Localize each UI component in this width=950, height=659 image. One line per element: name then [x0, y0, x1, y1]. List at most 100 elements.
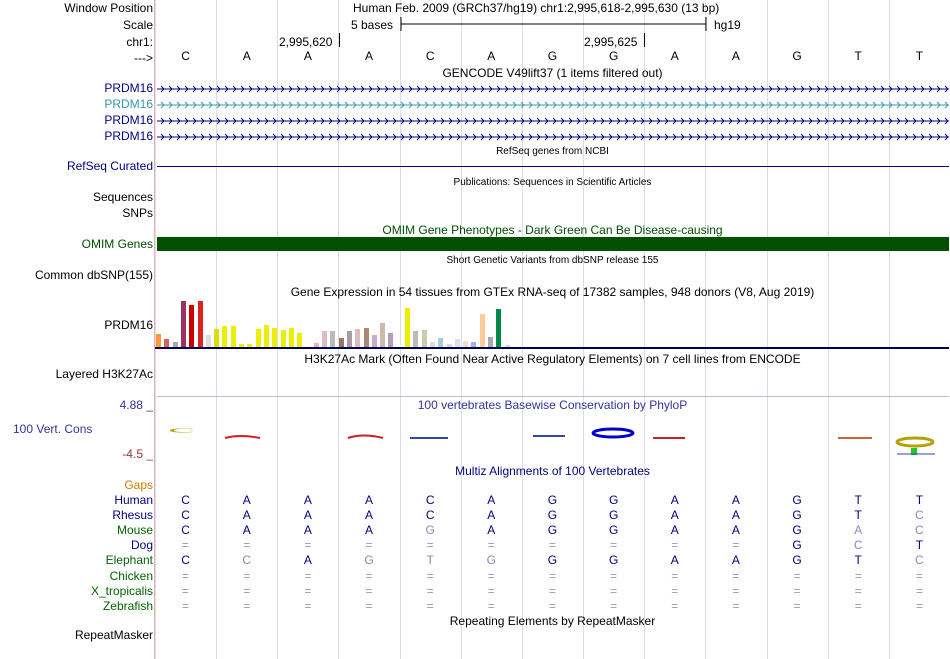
repeatmasker-track-title[interactable]: Repeating Elements by RepeatMasker: [449, 614, 656, 628]
gtex-tissue-bar[interactable]: [313, 343, 319, 347]
gtex-tissue-bar[interactable]: [371, 334, 377, 347]
conservation-logo[interactable]: C: [155, 420, 950, 460]
gtex-tissue-bar[interactable]: [421, 330, 427, 347]
gencode-transcript[interactable]: [157, 132, 949, 142]
omim-track-title[interactable]: OMIM Gene Phenotypes - Dark Green Can Be…: [382, 223, 723, 237]
gtex-tissue-bar[interactable]: [305, 332, 311, 347]
gencode-item-label[interactable]: PRDM16: [104, 129, 153, 143]
gtex-tissue-bar[interactable]: [338, 337, 344, 347]
conservation-track-title[interactable]: 100 vertebrates Basewise Conservation by…: [417, 398, 688, 412]
alignment-base: =: [365, 568, 373, 583]
species-label[interactable]: Chicken: [109, 568, 153, 583]
h3k27ac-track-title[interactable]: H3K27Ac Mark (Often Found Near Active Re…: [304, 352, 801, 366]
gtex-tissue-bar[interactable]: [263, 325, 269, 347]
alignment-base: A: [242, 493, 251, 507]
species-label[interactable]: Mouse: [116, 523, 153, 538]
gencode-item-label[interactable]: PRDM16: [104, 113, 153, 127]
gtex-tissue-bar[interactable]: [164, 338, 170, 347]
gtex-tissue-bar[interactable]: [405, 307, 410, 347]
gtex-tissue-bar[interactable]: [172, 342, 178, 347]
species-label[interactable]: Dog: [130, 538, 153, 553]
alignment-base: G: [425, 523, 435, 538]
gencode-item-label[interactable]: PRDM16: [104, 81, 153, 95]
omim-gene-bar[interactable]: [157, 237, 949, 251]
h3k27ac-track-label[interactable]: Layered H3K27Ac: [55, 367, 153, 381]
gtex-tissue-bar[interactable]: [330, 331, 336, 347]
gtex-tissue-bar[interactable]: [413, 331, 419, 347]
gtex-tissue-bar[interactable]: [247, 344, 253, 347]
multiz-track-title[interactable]: Multiz Alignments of 100 Vertebrates: [455, 464, 650, 478]
gtex-tissue-bar[interactable]: [454, 339, 460, 347]
gtex-tissue-bar[interactable]: [488, 336, 493, 347]
alignment-base: =: [243, 538, 251, 553]
gtex-tissue-bar[interactable]: [363, 328, 369, 347]
alignment-base: =: [304, 598, 312, 613]
gtex-tissue-bar[interactable]: [471, 342, 477, 347]
alignment-base: A: [670, 493, 679, 507]
gtex-bar-chart[interactable]: [155, 300, 555, 347]
species-label[interactable]: X_tropicalis: [90, 583, 153, 598]
gtex-tissue-bar[interactable]: [288, 328, 294, 347]
gtex-tissue-bar[interactable]: [504, 345, 510, 347]
snps-track-label[interactable]: SNPs: [122, 206, 153, 220]
gtex-tissue-bar[interactable]: [380, 322, 386, 347]
gtex-track-label[interactable]: PRDM16: [104, 318, 153, 332]
gtex-tissue-bar[interactable]: [396, 345, 402, 347]
gtex-tissue-bar[interactable]: [230, 326, 236, 347]
gtex-tissue-bar[interactable]: [479, 314, 485, 347]
publications-track-title[interactable]: Publications: Sequences in Scientific Ar…: [453, 177, 652, 188]
alignment-base: =: [610, 538, 618, 553]
gtex-tissue-bar[interactable]: [255, 329, 261, 347]
gtex-tissue-bar[interactable]: [280, 330, 286, 347]
gencode-item-label[interactable]: PRDM16: [104, 97, 153, 111]
refseq-gene-line[interactable]: [157, 166, 949, 167]
alignment-base: T: [915, 493, 924, 507]
dbsnp-track-label[interactable]: Common dbSNP(155): [34, 268, 153, 282]
alignment-base: G: [792, 523, 802, 538]
gtex-tissue-bar[interactable]: [297, 332, 303, 347]
gtex-tissue-bar[interactable]: [438, 337, 444, 347]
gtex-tissue-bar[interactable]: [156, 333, 161, 347]
dbsnp-track-title[interactable]: Short Genetic Variants from dbSNP releas…: [446, 255, 659, 266]
gtex-tissue-bar[interactable]: [205, 334, 211, 347]
gtex-tissue-bar[interactable]: [429, 342, 435, 347]
repeatmasker-track-label[interactable]: RepeatMasker: [74, 628, 153, 642]
alignment-base: =: [671, 598, 679, 613]
gtex-tissue-bar[interactable]: [222, 326, 228, 347]
gtex-tissue-bar[interactable]: [239, 344, 244, 347]
alignment-base: =: [793, 598, 801, 613]
window-position-value[interactable]: Human Feb. 2009 (GRCh37/hg19) chr1:2,995…: [353, 1, 720, 15]
species-label[interactable]: Human: [114, 493, 153, 507]
gtex-track-title[interactable]: Gene Expression in 54 tissues from GTEx …: [290, 285, 815, 299]
species-label[interactable]: Elephant: [105, 553, 153, 568]
conservation-track-label[interactable]: 100 Vert. Cons: [13, 422, 93, 436]
gridline: [338, 0, 340, 659]
alignment-base: A: [670, 508, 679, 523]
scale-assembly: hg19: [714, 18, 741, 32]
species-label[interactable]: Zebrafish: [102, 598, 153, 613]
species-label[interactable]: Rhesus: [112, 508, 153, 523]
gencode-transcript[interactable]: [157, 84, 949, 94]
refseq-track-label[interactable]: RefSeq Curated: [66, 159, 153, 173]
gtex-tissue-bar[interactable]: [346, 331, 352, 347]
gtex-tissue-bar[interactable]: [322, 331, 327, 347]
gtex-tissue-bar[interactable]: [272, 328, 278, 347]
reference-base: G: [608, 49, 619, 63]
gencode-track-title[interactable]: GENCODE V49lift37 (1 items filtered out): [442, 66, 663, 80]
gtex-tissue-bar[interactable]: [214, 329, 220, 347]
sequences-track-label[interactable]: Sequences: [92, 190, 153, 204]
gtex-tissue-bar[interactable]: [197, 300, 203, 347]
gencode-transcript[interactable]: [157, 116, 949, 126]
gtex-tissue-bar[interactable]: [355, 329, 361, 347]
gtex-tissue-bar[interactable]: [388, 332, 394, 347]
omim-track-label[interactable]: OMIM Genes: [81, 237, 153, 251]
alignment-base: =: [915, 568, 923, 583]
gtex-tissue-bar[interactable]: [189, 304, 195, 347]
gtex-tissue-bar[interactable]: [496, 309, 502, 347]
gtex-tissue-bar[interactable]: [180, 300, 186, 347]
gtex-tissue-bar[interactable]: [446, 344, 452, 347]
gtex-tissue-bar[interactable]: [463, 341, 469, 347]
refseq-track-title[interactable]: RefSeq genes from NCBI: [496, 146, 609, 157]
gencode-transcript[interactable]: [157, 100, 949, 110]
reference-base: G: [792, 49, 802, 63]
